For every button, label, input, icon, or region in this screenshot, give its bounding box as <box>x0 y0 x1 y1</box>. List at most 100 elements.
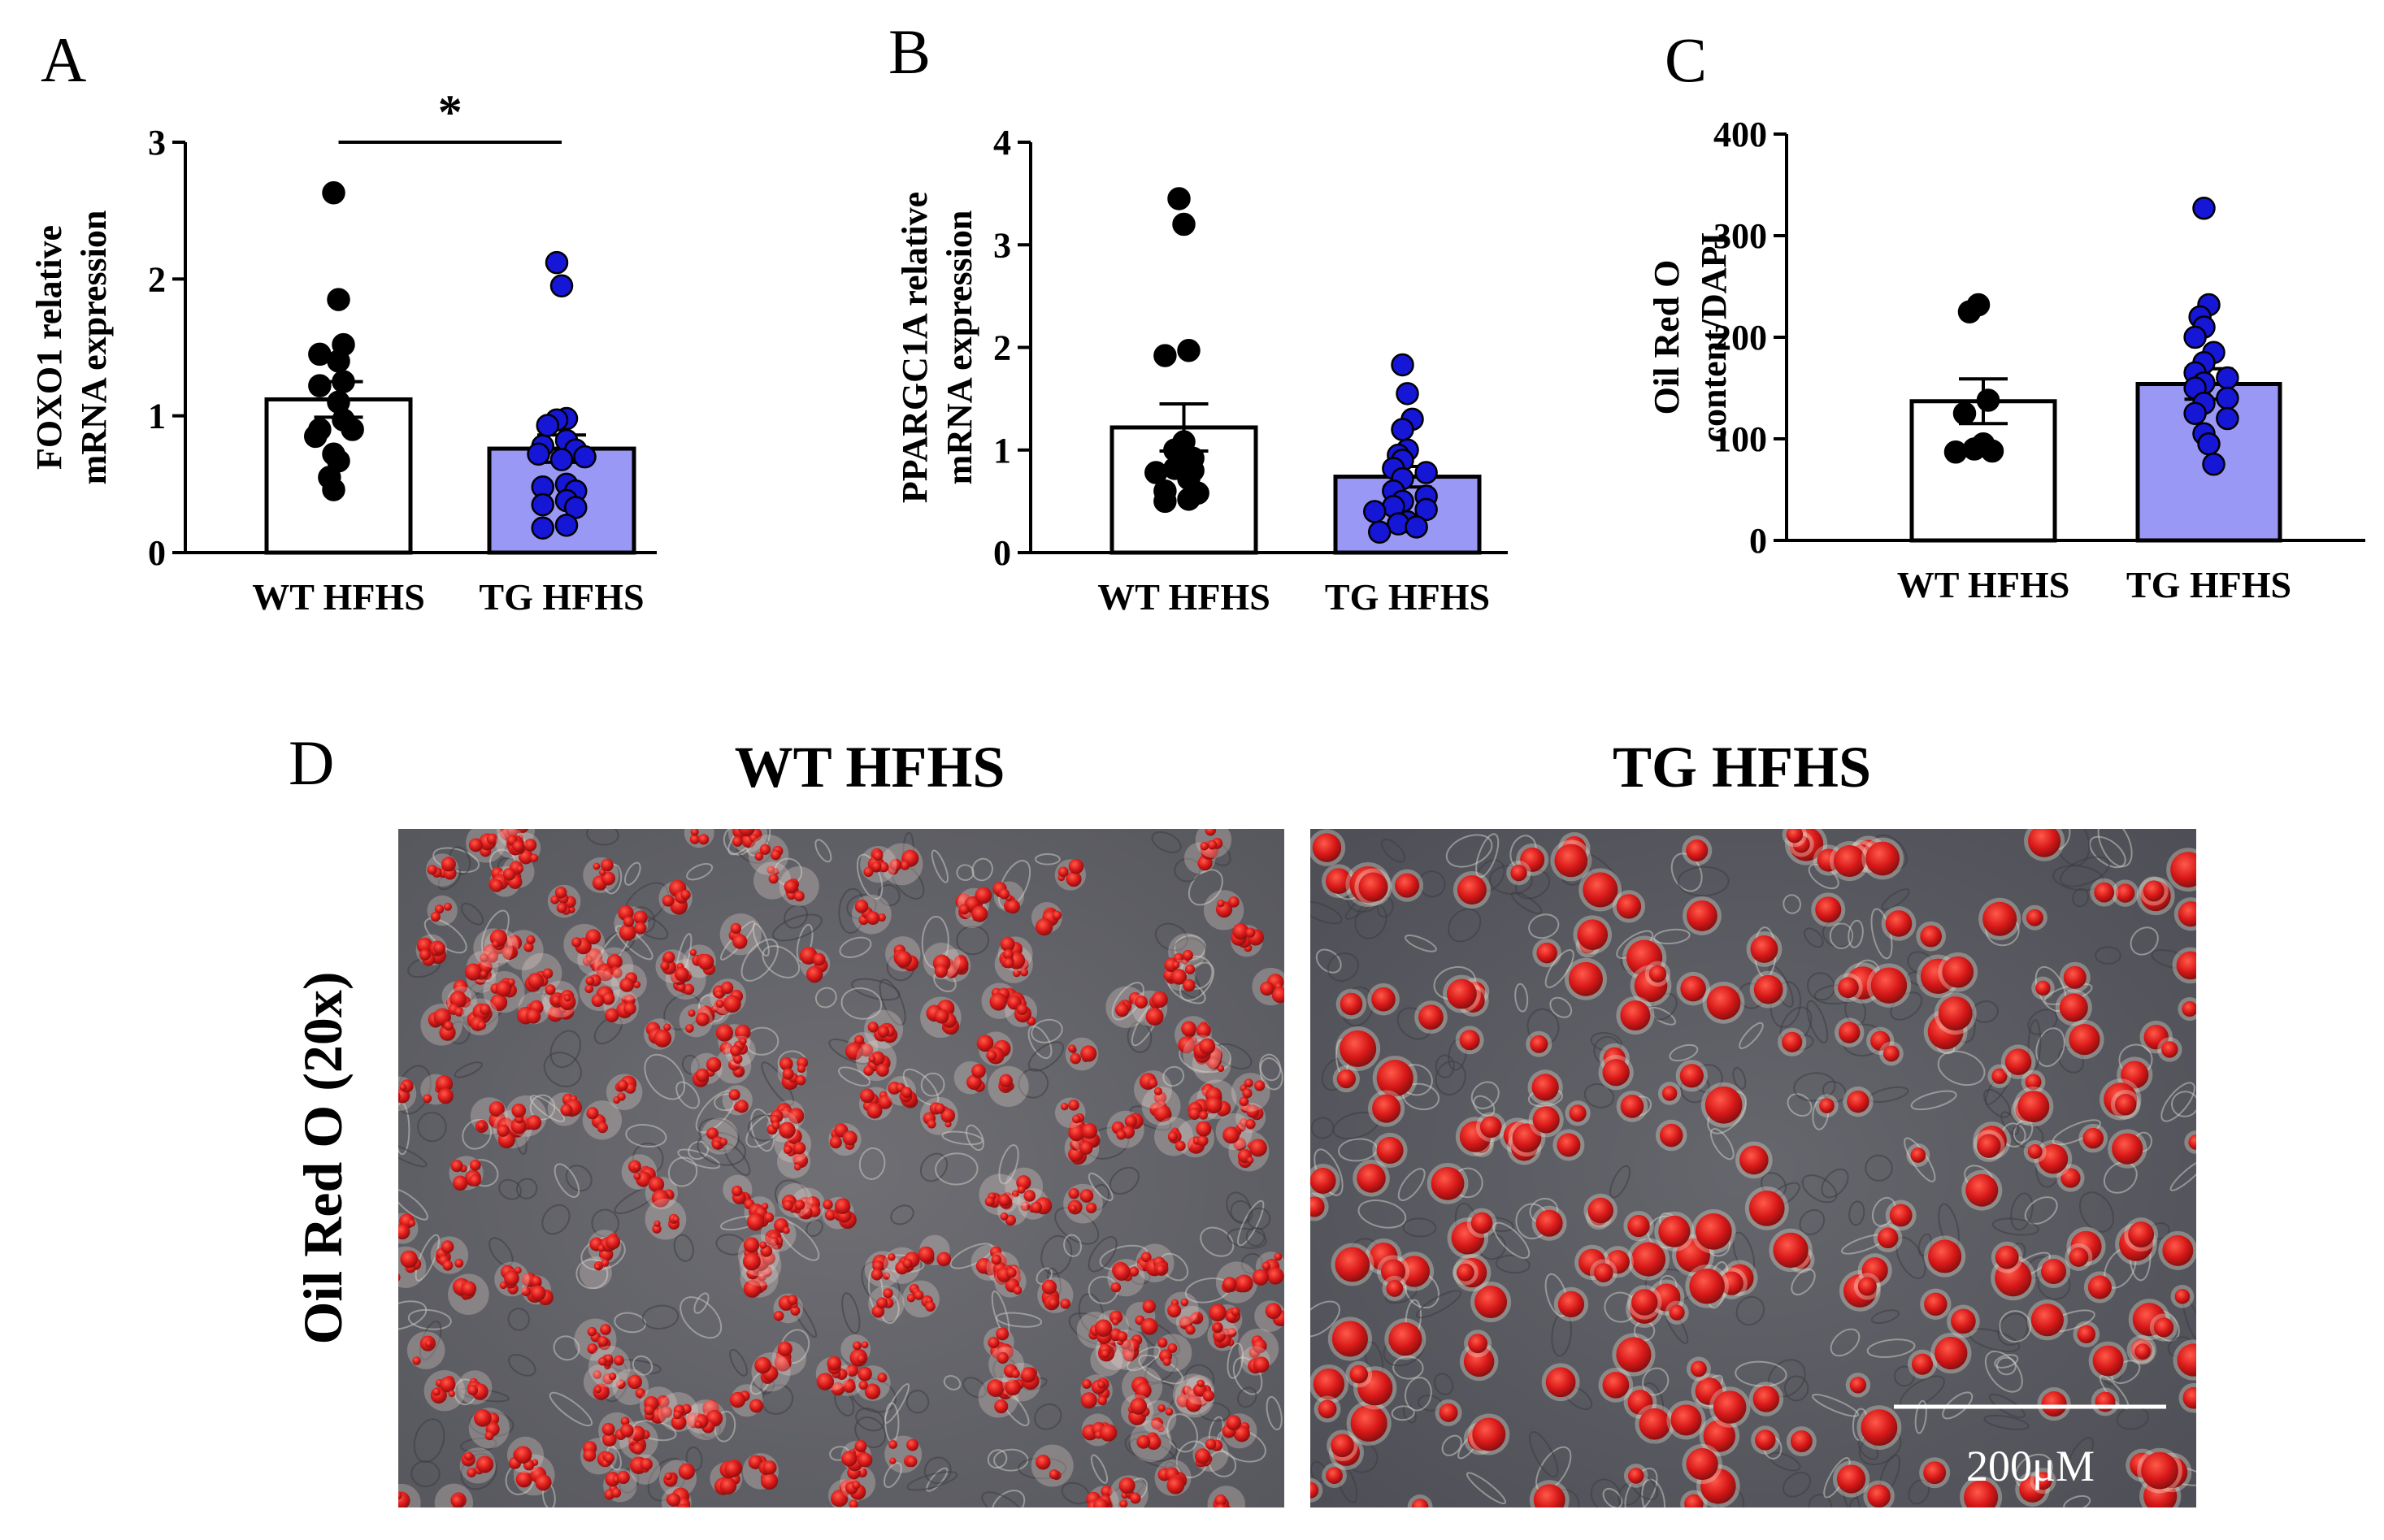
lipid-droplet <box>487 952 498 963</box>
lipid-droplet <box>1951 1308 1976 1334</box>
lipid-droplet <box>854 1440 867 1452</box>
lipid-droplet <box>673 1410 682 1420</box>
lipid-droplet <box>719 1477 737 1494</box>
category-label: WT HFHS <box>1097 576 1270 618</box>
lipid-droplet <box>648 1176 665 1193</box>
lipid-droplet <box>1003 957 1014 969</box>
cell-outline <box>1397 1168 1426 1201</box>
lipid-droplet <box>728 1089 740 1101</box>
cell-outline <box>796 923 814 963</box>
lipid-droplet <box>742 1252 761 1271</box>
lipid-droplet <box>1113 1263 1131 1281</box>
y-tick-label: 2 <box>148 259 166 299</box>
lipid-droplet <box>975 1257 992 1274</box>
cell-outline <box>1991 1217 2039 1236</box>
lipid-droplet <box>697 953 714 970</box>
lipid-droplet <box>988 1336 1000 1349</box>
lipid-droplet <box>743 1279 762 1298</box>
lipid-droplet <box>1244 1078 1253 1088</box>
cell-outline <box>1245 1226 1266 1247</box>
lipid-droplet <box>451 1494 464 1507</box>
lipid-droplet <box>1686 1447 1718 1481</box>
lipid-droplet <box>1470 1212 1493 1234</box>
lipid-droplet <box>849 1499 858 1507</box>
lipid-droplet <box>975 887 992 904</box>
lipid-droplet <box>774 1354 792 1372</box>
lipid-droplet <box>515 1471 532 1488</box>
lipid-droplet <box>674 966 689 982</box>
lipid-droplet <box>542 968 554 979</box>
lipid-droplet <box>1135 996 1149 1009</box>
lipid-droplet <box>1648 965 1667 983</box>
lipid-droplet <box>866 1103 883 1119</box>
data-point <box>549 274 574 297</box>
cell-outline <box>1783 1375 1809 1402</box>
data-point <box>1414 461 1438 484</box>
cell-outline <box>991 1490 1026 1507</box>
lipid-droplet <box>1214 1494 1227 1507</box>
cell-outline <box>685 1446 703 1472</box>
lipid-droplet <box>1101 1485 1113 1498</box>
lipid-droplet <box>877 1026 890 1038</box>
cell-outline <box>515 1178 538 1199</box>
lipid-droplet <box>616 1379 626 1390</box>
cell-outline <box>1910 1090 1957 1111</box>
cell-outline <box>1063 1234 1083 1257</box>
cell-outline <box>593 1016 623 1045</box>
lipid-droplet <box>1099 1424 1118 1442</box>
lipid-droplet <box>2025 1074 2042 1091</box>
lipid-droplet <box>1838 977 1859 999</box>
cell-outline <box>1677 865 1730 897</box>
lipid-droplet <box>1479 1116 1502 1139</box>
lipid-droplet <box>660 961 670 971</box>
lipid-droplet <box>443 1021 454 1031</box>
lipid-droplet <box>1616 894 1642 919</box>
lipid-droplet <box>600 1324 611 1335</box>
lipid-droplet <box>1167 1304 1182 1318</box>
cell-outline <box>1806 972 1835 1001</box>
lipid-droplet <box>1577 919 1609 951</box>
lipid-droplet <box>1535 1209 1563 1237</box>
y-tick-label: 300 <box>1713 216 1767 256</box>
lipid-droplet <box>710 1005 719 1013</box>
lipid-droplet <box>1246 1156 1254 1164</box>
lipid-droplet <box>1020 1201 1031 1212</box>
lipid-droplet <box>1222 1126 1240 1144</box>
lipid-droplet <box>925 1301 936 1312</box>
y-tick-label: 3 <box>148 123 166 163</box>
cell-outline <box>2072 887 2090 908</box>
lipid-droplet <box>1066 871 1082 887</box>
lipid-droplet <box>2141 1451 2178 1490</box>
cell-outline <box>1162 1065 1185 1087</box>
lipid-droplet <box>1023 1190 1036 1202</box>
cell-outline <box>2078 1191 2115 1233</box>
cell-outline <box>2089 835 2126 869</box>
lipid-droplet <box>1335 1247 1370 1282</box>
lipid-droplet <box>971 905 988 922</box>
lipid-droplet <box>1923 1461 1947 1485</box>
lipid-droplet <box>506 829 519 837</box>
cell-outline <box>919 1152 949 1182</box>
lipid-droplet <box>2038 1143 2069 1174</box>
lipid-droplet <box>620 1416 630 1426</box>
lipid-droplet <box>986 1050 997 1061</box>
lipid-droplet <box>1068 1146 1083 1162</box>
lipid-droplet <box>1135 1382 1152 1399</box>
lipid-droplet <box>605 1008 619 1023</box>
cell-outline <box>784 904 809 929</box>
lipid-droplet <box>601 967 614 980</box>
lipid-droplet <box>1627 1214 1650 1238</box>
cell-outline <box>2103 1161 2138 1194</box>
cell-outline <box>943 1375 962 1390</box>
lipid-droplet <box>1924 1292 1948 1317</box>
lipid-droplet <box>660 1406 673 1418</box>
lipid-droplet <box>706 1127 719 1140</box>
cell-outline <box>1942 1391 1974 1420</box>
cell-outline <box>772 913 823 942</box>
lipid-droplet <box>450 1160 463 1173</box>
lipid-droplet <box>823 1199 833 1210</box>
lipid-droplet <box>715 1024 734 1042</box>
data-point <box>531 516 554 540</box>
lipid-droplet <box>2017 1091 2050 1123</box>
lipid-droplet <box>469 1159 481 1171</box>
